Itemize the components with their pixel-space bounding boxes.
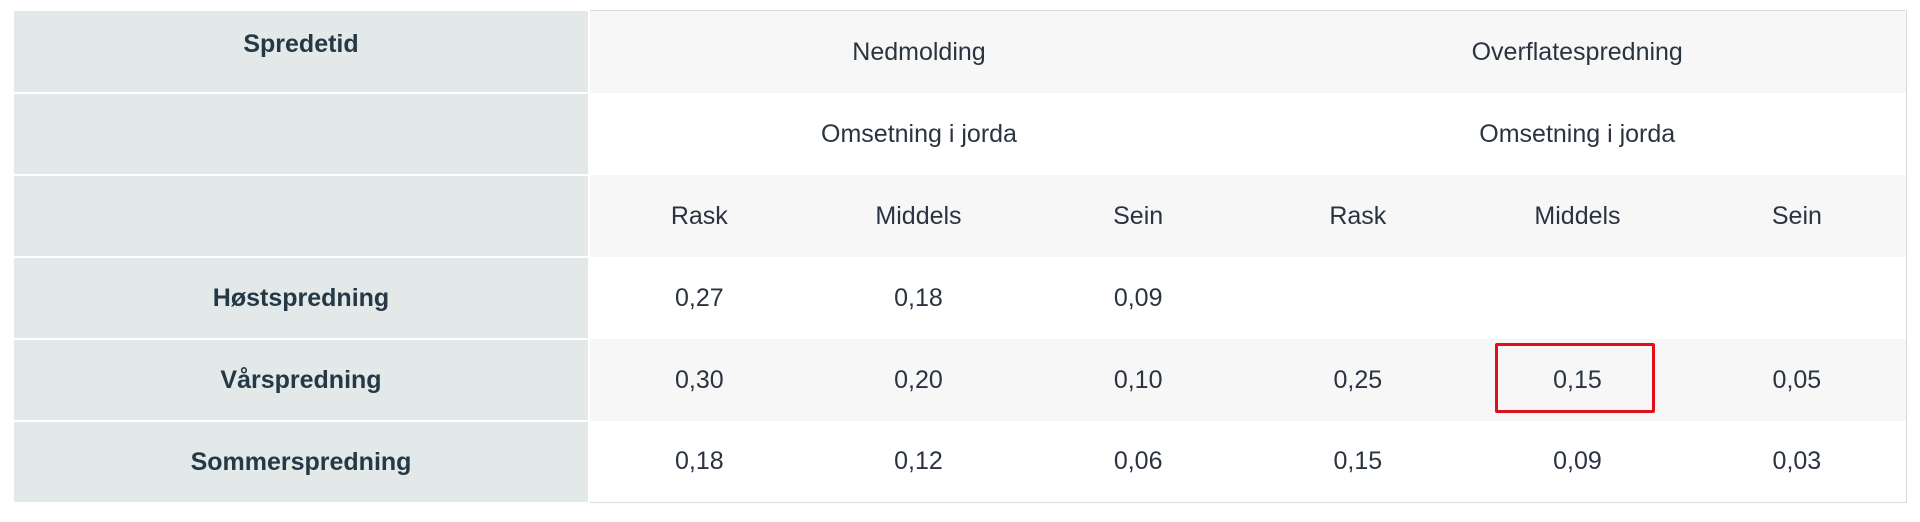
table-cell: 0,27 — [589, 256, 809, 339]
table-cell: 0,20 — [808, 338, 1029, 421]
column-header: Rask — [589, 174, 809, 257]
table-cell — [1467, 256, 1688, 339]
table-cell: 0,18 — [589, 420, 809, 503]
group-header-nedmolding: Nedmolding — [589, 10, 1248, 93]
table-cell — [1248, 256, 1468, 339]
group-subtitle-overflatespredning: Omsetning i jorda — [1248, 92, 1908, 175]
row-label: Sommerspredning — [14, 420, 590, 504]
header-row-subtitles: Omsetning i jorda Omsetning i jorda — [14, 92, 1908, 176]
table-cell: 0,03 — [1687, 420, 1908, 503]
row-header-empty — [14, 174, 590, 258]
table-cell: 0,10 — [1028, 338, 1248, 421]
spreading-time-table: Spredetid Nedmolding Overflatespredning … — [14, 10, 1908, 504]
group-subtitle-nedmolding: Omsetning i jorda — [589, 92, 1248, 175]
highlighted-table-cell: 0,15 — [1467, 338, 1688, 421]
table-cell: 0,06 — [1028, 420, 1248, 503]
table-row: Vårspredning 0,30 0,20 0,10 0,25 0,15 0,… — [14, 338, 1908, 422]
header-row-groups: Spredetid Nedmolding Overflatespredning — [14, 10, 1908, 94]
table-cell: 0,25 — [1248, 338, 1468, 421]
table-cell: 0,09 — [1467, 420, 1688, 503]
row-header-empty — [14, 92, 590, 176]
table-cell: 0,12 — [808, 420, 1029, 503]
column-header: Sein — [1687, 174, 1908, 257]
row-label: Høstspredning — [14, 256, 590, 340]
column-header: Rask — [1248, 174, 1468, 257]
row-label: Vårspredning — [14, 338, 590, 422]
highlight-box — [1494, 342, 1655, 413]
highlighted-cell-value: 0,15 — [1553, 365, 1602, 394]
group-header-overflatespredning: Overflatespredning — [1248, 10, 1908, 93]
table-row: Høstspredning 0,27 0,18 0,09 — [14, 256, 1908, 340]
row-header-title: Spredetid — [14, 10, 590, 94]
data-table-container: Spredetid Nedmolding Overflatespredning … — [14, 10, 1908, 504]
table-cell — [1687, 256, 1908, 339]
column-header: Middels — [1467, 174, 1688, 257]
table-cell: 0,30 — [589, 338, 809, 421]
table-cell: 0,18 — [808, 256, 1029, 339]
table-cell: 0,09 — [1028, 256, 1248, 339]
column-header: Sein — [1028, 174, 1248, 257]
header-row-columns: Rask Middels Sein Rask Middels Sein — [14, 174, 1908, 258]
table-cell: 0,15 — [1248, 420, 1468, 503]
table-cell: 0,05 — [1687, 338, 1908, 421]
table-row: Sommerspredning 0,18 0,12 0,06 0,15 0,09… — [14, 420, 1908, 504]
column-header: Middels — [808, 174, 1029, 257]
